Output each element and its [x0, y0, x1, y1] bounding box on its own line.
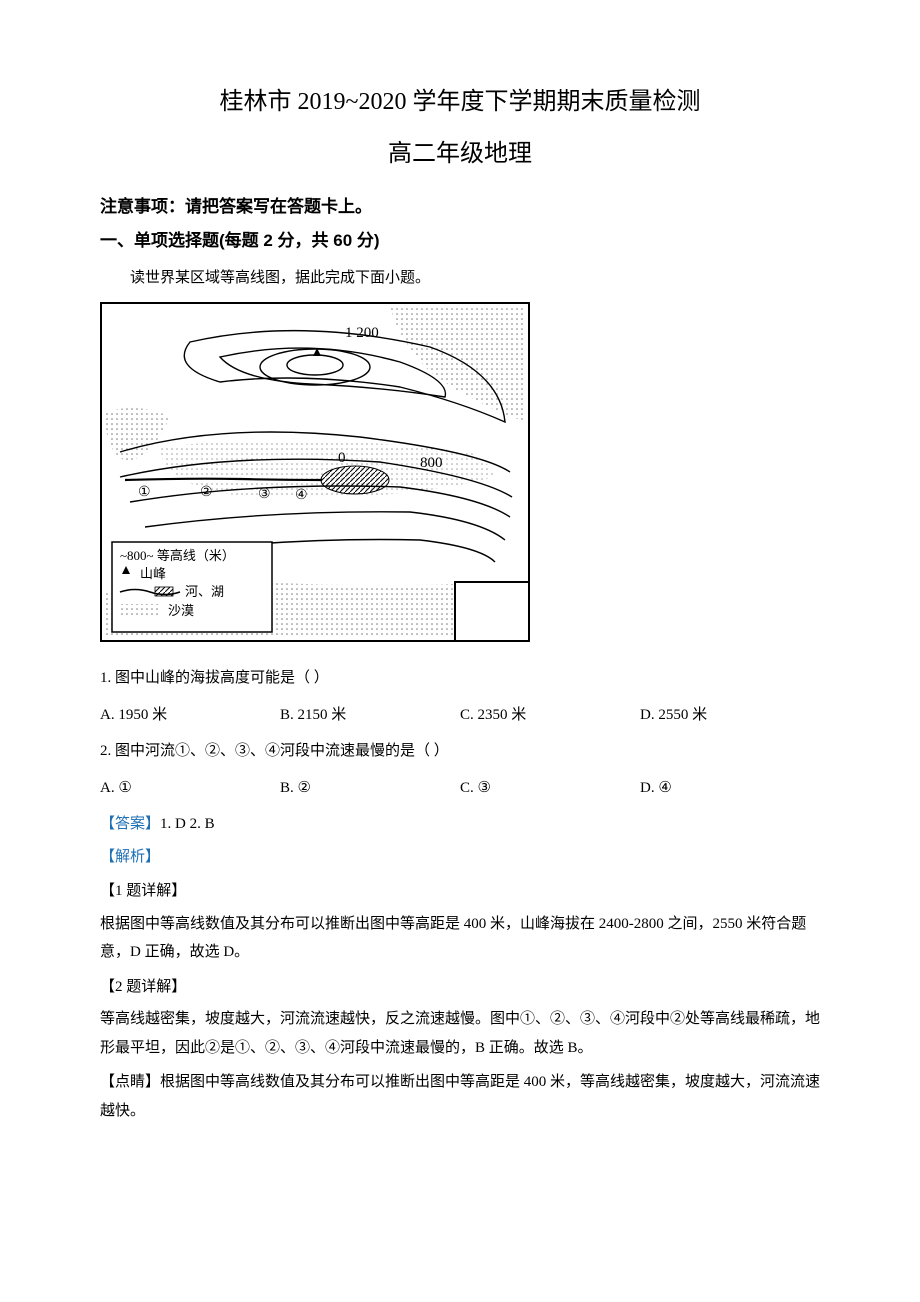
analysis-label: 【解析】 [100, 843, 820, 872]
svg-text:③: ③ [258, 487, 271, 502]
q2-opt-c: C. ③ [460, 774, 640, 803]
contour-map-figure: ① ② ③ ④ 1 200 0 800 ~800~ 等高线（米） 山峰 河、湖 … [100, 302, 820, 642]
section-heading: 一、单项选择题(每题 2 分，共 60 分) [100, 225, 820, 257]
q2-detail-body1: 等高线越密集，坡度越大，河流流速越快，反之流速越慢。图中①、②、③、④河段中②处… [100, 1005, 820, 1062]
q2-opt-b: B. ② [280, 774, 460, 803]
q1-options: A. 1950 米 B. 2150 米 C. 2350 米 D. 2550 米 [100, 701, 820, 730]
notice: 注意事项：请把答案写在答题卡上。 [100, 191, 820, 223]
page-subtitle: 高二年级地理 [100, 132, 820, 178]
svg-text:800: 800 [420, 455, 443, 471]
svg-text:②: ② [200, 485, 213, 500]
contour-map-svg: ① ② ③ ④ 1 200 0 800 ~800~ 等高线（米） 山峰 河、湖 … [100, 302, 530, 642]
q1-opt-b: B. 2150 米 [280, 701, 460, 730]
q1-opt-a: A. 1950 米 [100, 701, 280, 730]
svg-text:~800~ 等高线（米）: ~800~ 等高线（米） [120, 548, 235, 563]
q2-detail-head: 【2 题详解】 [100, 973, 820, 1002]
answer-label: 【答案】 [100, 816, 160, 832]
page-title: 桂林市 2019~2020 学年度下学期期末质量检测 [100, 80, 820, 126]
svg-text:0: 0 [338, 450, 346, 466]
q2-opt-d: D. ④ [640, 774, 820, 803]
q1-detail-body: 根据图中等高线数值及其分布可以推断出图中等高距是 400 米，山峰海拔在 240… [100, 910, 820, 967]
intro-text: 读世界某区域等高线图，据此完成下面小题。 [100, 264, 820, 293]
q1-opt-c: C. 2350 米 [460, 701, 640, 730]
q2-stem: 2. 图中河流①、②、③、④河段中流速最慢的是（ ） [100, 737, 820, 766]
svg-text:1 200: 1 200 [345, 325, 379, 341]
q2-detail-body2: 【点睛】根据图中等高线数值及其分布可以推断出图中等高距是 400 米，等高线越密… [100, 1068, 820, 1125]
q2-opt-a: A. ① [100, 774, 280, 803]
answer-line: 【答案】1. D 2. B [100, 810, 820, 839]
svg-text:河、湖: 河、湖 [185, 584, 224, 599]
svg-text:山峰: 山峰 [140, 566, 166, 581]
answer-text: 1. D 2. B [160, 816, 215, 832]
q2-options: A. ① B. ② C. ③ D. ④ [100, 774, 820, 803]
svg-text:沙漠: 沙漠 [168, 603, 194, 618]
q1-stem: 1. 图中山峰的海拔高度可能是（ ） [100, 664, 820, 693]
q1-opt-d: D. 2550 米 [640, 701, 820, 730]
svg-text:④: ④ [295, 488, 308, 503]
svg-text:①: ① [138, 485, 151, 500]
q1-detail-head: 【1 题详解】 [100, 877, 820, 906]
